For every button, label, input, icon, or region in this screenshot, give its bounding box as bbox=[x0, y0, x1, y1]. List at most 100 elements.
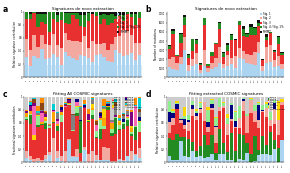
Bar bbox=[253, 111, 257, 122]
Bar bbox=[122, 116, 125, 119]
Bar bbox=[234, 40, 237, 56]
Bar bbox=[242, 59, 245, 77]
Bar bbox=[257, 120, 260, 128]
Bar bbox=[99, 97, 102, 112]
Bar bbox=[280, 69, 284, 77]
Bar bbox=[191, 51, 194, 59]
Bar bbox=[79, 121, 82, 153]
Bar bbox=[222, 108, 225, 143]
Bar bbox=[122, 161, 125, 162]
Bar bbox=[183, 156, 186, 162]
Bar bbox=[95, 160, 98, 162]
Bar bbox=[25, 12, 28, 19]
Bar bbox=[249, 55, 253, 64]
Bar bbox=[171, 69, 175, 77]
Bar bbox=[56, 151, 59, 158]
Bar bbox=[134, 60, 137, 77]
Bar bbox=[280, 97, 284, 99]
Bar bbox=[44, 59, 47, 77]
Bar bbox=[83, 15, 86, 27]
Bar bbox=[91, 12, 94, 14]
Bar bbox=[40, 124, 44, 125]
Bar bbox=[87, 21, 90, 48]
Bar bbox=[75, 60, 79, 77]
Bar bbox=[183, 137, 186, 156]
Bar bbox=[52, 138, 55, 162]
Bar bbox=[79, 107, 82, 120]
Bar bbox=[95, 121, 98, 125]
Bar bbox=[222, 102, 225, 103]
Bar bbox=[206, 97, 210, 107]
Bar bbox=[126, 14, 129, 31]
Bar bbox=[234, 97, 237, 111]
Y-axis label: Relative signature contribution: Relative signature contribution bbox=[156, 106, 160, 153]
Bar bbox=[199, 156, 202, 162]
Bar bbox=[44, 112, 47, 114]
Bar bbox=[36, 47, 40, 58]
Bar bbox=[56, 57, 59, 77]
Bar bbox=[87, 122, 90, 154]
Bar bbox=[230, 103, 233, 105]
Bar bbox=[214, 153, 218, 160]
Bar bbox=[249, 113, 253, 154]
Bar bbox=[48, 58, 51, 77]
Bar bbox=[122, 113, 125, 114]
Bar bbox=[28, 156, 32, 160]
Bar bbox=[25, 158, 28, 162]
Bar bbox=[210, 69, 214, 77]
Bar bbox=[226, 51, 229, 55]
Bar bbox=[265, 34, 268, 37]
Title: Signatures de novo extraction: Signatures de novo extraction bbox=[195, 7, 257, 11]
Bar bbox=[280, 140, 284, 162]
Legend: Sig. 1, Sig. 2, Sig. 3, Sig. 4 / Sig. 1%, MMMT: Sig. 1, Sig. 2, Sig. 3, Sig. 4 / Sig. 1%… bbox=[117, 12, 141, 34]
Bar bbox=[269, 97, 272, 112]
Bar bbox=[48, 32, 51, 45]
Bar bbox=[210, 110, 214, 135]
Bar bbox=[171, 125, 175, 140]
Bar bbox=[64, 13, 67, 23]
Bar bbox=[265, 104, 268, 108]
Bar bbox=[126, 55, 129, 77]
Bar bbox=[95, 125, 98, 131]
Bar bbox=[269, 33, 272, 45]
Bar bbox=[203, 25, 206, 50]
Bar bbox=[137, 122, 141, 132]
Bar bbox=[191, 116, 194, 142]
Bar bbox=[242, 35, 245, 51]
Bar bbox=[44, 97, 47, 111]
Bar bbox=[249, 99, 253, 100]
Bar bbox=[56, 126, 59, 131]
Bar bbox=[40, 103, 44, 110]
Bar bbox=[114, 99, 117, 102]
Bar bbox=[206, 157, 210, 162]
Bar bbox=[238, 117, 241, 118]
Bar bbox=[79, 54, 82, 77]
Bar bbox=[265, 117, 268, 145]
Bar bbox=[130, 14, 133, 17]
Bar bbox=[230, 64, 233, 77]
Bar bbox=[269, 132, 272, 155]
Bar bbox=[110, 97, 114, 120]
Bar bbox=[52, 19, 55, 34]
Bar bbox=[214, 127, 218, 143]
Bar bbox=[122, 119, 125, 122]
Bar bbox=[222, 106, 225, 108]
Bar bbox=[280, 53, 284, 55]
Bar bbox=[83, 147, 86, 150]
Bar bbox=[183, 107, 186, 116]
Bar bbox=[40, 49, 44, 77]
Bar bbox=[110, 44, 114, 62]
Bar bbox=[52, 104, 55, 110]
Bar bbox=[68, 98, 71, 99]
Bar bbox=[71, 97, 75, 115]
Bar bbox=[242, 98, 245, 99]
Bar bbox=[130, 111, 133, 112]
Bar bbox=[195, 39, 198, 40]
Bar bbox=[134, 105, 137, 106]
Bar bbox=[32, 106, 36, 135]
Bar bbox=[191, 142, 194, 151]
Bar bbox=[195, 40, 198, 44]
Bar bbox=[253, 28, 257, 35]
Bar bbox=[99, 15, 102, 24]
Bar bbox=[137, 55, 141, 77]
